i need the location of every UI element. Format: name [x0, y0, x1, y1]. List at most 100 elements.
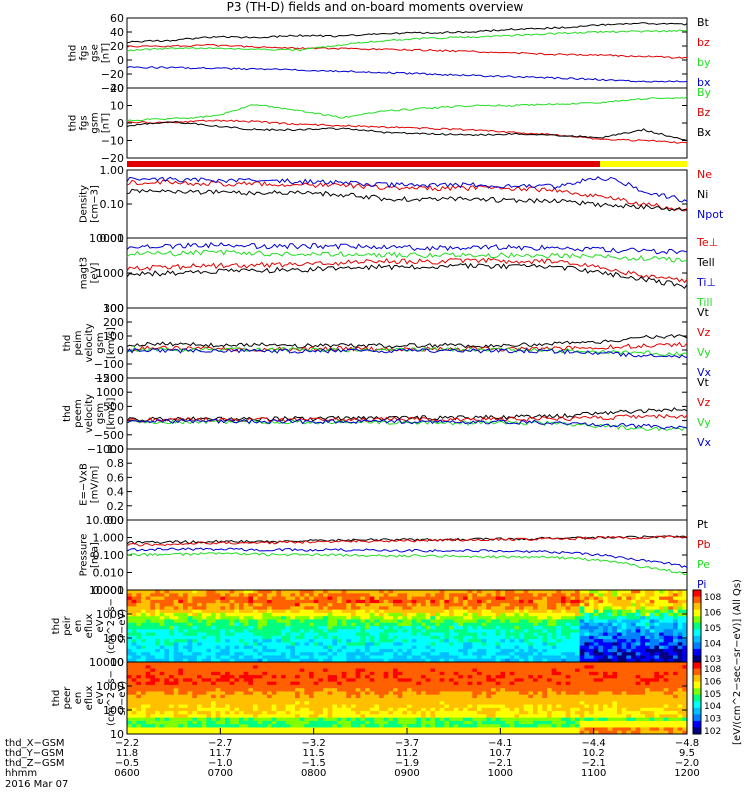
heatmap-cell	[500, 655, 505, 659]
heatmap-cell	[136, 662, 141, 666]
heatmap-cell	[220, 616, 225, 620]
heatmap-cell	[337, 727, 342, 731]
heatmap-cell	[244, 606, 249, 610]
heatmap-cell	[356, 593, 361, 597]
heatmap-cell	[174, 721, 179, 725]
heatmap-cell	[594, 636, 599, 640]
heatmap-cell	[206, 597, 211, 601]
heatmap-cell	[673, 603, 678, 607]
heatmap-cell	[472, 636, 477, 640]
heatmap-cell	[538, 688, 543, 692]
heatmap-cell	[393, 616, 398, 620]
heatmap-cell	[416, 662, 421, 666]
heatmap-cell	[141, 714, 146, 718]
heatmap-cell	[183, 698, 188, 702]
heatmap-cell	[290, 675, 295, 679]
heatmap-cell	[407, 698, 412, 702]
heatmap-cell	[253, 705, 258, 709]
heatmap-cell	[402, 691, 407, 695]
heatmap-cell	[500, 610, 505, 614]
heatmap-cell	[188, 626, 193, 630]
heatmap-cell	[272, 597, 277, 601]
heatmap-cell	[211, 701, 216, 705]
heatmap-cell	[650, 613, 655, 617]
heatmap-cell	[598, 642, 603, 646]
heatmap-cell	[566, 619, 571, 623]
heatmap-cell	[239, 701, 244, 705]
heatmap-cell	[640, 646, 645, 650]
heatmap-cell	[132, 639, 137, 643]
heatmap-cell	[323, 636, 328, 640]
heatmap-cell	[528, 642, 533, 646]
heatmap-cell	[150, 669, 155, 673]
heatmap-cell	[337, 708, 342, 712]
heatmap-cell	[234, 619, 239, 623]
legend-label: Vz	[697, 396, 711, 409]
heatmap-cell	[374, 708, 379, 712]
heatmap-cell	[547, 649, 552, 653]
heatmap-cell	[379, 590, 384, 594]
heatmap-cell	[505, 646, 510, 650]
heatmap-cell	[519, 701, 524, 705]
heatmap-cell	[253, 590, 258, 594]
heatmap-cell	[458, 616, 463, 620]
heatmap-cell	[141, 688, 146, 692]
heatmap-cell	[617, 652, 622, 656]
heatmap-cell	[388, 724, 393, 728]
heatmap-cell	[309, 685, 314, 689]
heatmap-cell	[407, 603, 412, 607]
heatmap-cell	[402, 606, 407, 610]
heatmap-cell	[295, 691, 300, 695]
heatmap-cell	[286, 672, 291, 676]
heatmap-cell	[668, 633, 673, 637]
heatmap-cell	[463, 655, 468, 659]
heatmap-cell	[337, 623, 342, 627]
heatmap-cell	[458, 649, 463, 653]
heatmap-cell	[258, 593, 263, 597]
heatmap-cell	[407, 610, 412, 614]
heatmap-cell	[248, 603, 253, 607]
heatmap-cell	[402, 718, 407, 722]
heatmap-cell	[178, 652, 183, 656]
heatmap-cell	[449, 597, 454, 601]
heatmap-cell	[197, 623, 202, 627]
heatmap-cell	[379, 606, 384, 610]
heatmap-cell	[332, 623, 337, 627]
heatmap-cell	[267, 682, 272, 686]
heatmap-cell	[272, 724, 277, 728]
heatmap-cell	[612, 603, 617, 607]
heatmap-cell	[500, 603, 505, 607]
heatmap-cell	[566, 675, 571, 679]
heatmap-cell	[594, 616, 599, 620]
heatmap-cell	[346, 698, 351, 702]
heatmap-cell	[510, 718, 515, 722]
heatmap-cell	[500, 698, 505, 702]
heatmap-cell	[146, 606, 151, 610]
heatmap-cell	[472, 613, 477, 617]
heatmap-cell	[505, 636, 510, 640]
heatmap-cell	[146, 718, 151, 722]
heatmap-cell	[178, 705, 183, 709]
heatmap-cell	[640, 600, 645, 604]
heatmap-cell	[477, 633, 482, 637]
heatmap-cell	[449, 682, 454, 686]
heatmap-cell	[178, 636, 183, 640]
heatmap-cell	[202, 639, 207, 643]
heatmap-cell	[155, 633, 160, 637]
heatmap-cell	[155, 600, 160, 604]
heatmap-cell	[360, 593, 365, 597]
heatmap-cell	[444, 626, 449, 630]
heatmap-cell	[300, 610, 305, 614]
heatmap-cell	[337, 629, 342, 633]
heatmap-cell	[388, 636, 393, 640]
heatmap-cell	[374, 727, 379, 731]
heatmap-cell	[421, 652, 426, 656]
heatmap-cell	[482, 590, 487, 594]
heatmap-cell	[323, 721, 328, 725]
heatmap-cell	[519, 695, 524, 699]
heatmap-cell	[622, 633, 627, 637]
heatmap-cell	[552, 629, 557, 633]
heatmap-cell	[258, 698, 263, 702]
heatmap-cell	[146, 675, 151, 679]
heatmap-cell	[454, 685, 459, 689]
